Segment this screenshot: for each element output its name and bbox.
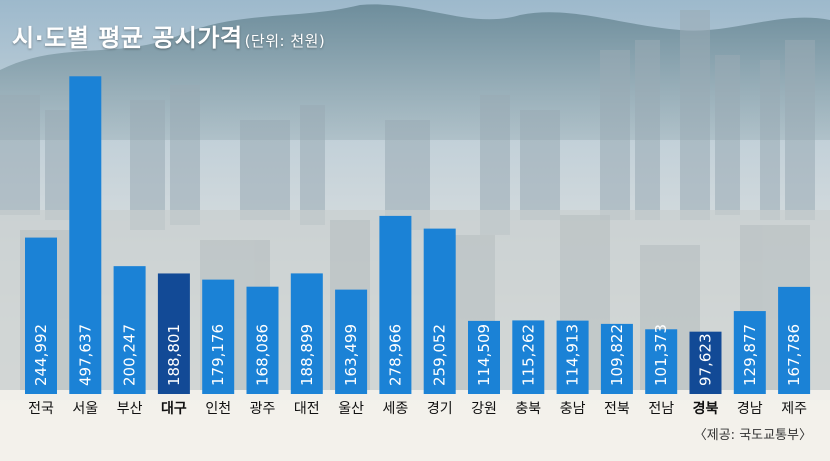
bar-인천 (202, 279, 235, 394)
value-label-충북: 115,262 (519, 324, 537, 386)
category-label-광주: 광주 (250, 401, 276, 417)
category-label-강원: 강원 (471, 401, 497, 417)
value-label-전남: 101,373 (652, 324, 670, 386)
bar-경북 (689, 331, 722, 394)
bar-대구 (157, 273, 190, 394)
bar-충북 (512, 320, 545, 394)
category-label-울산: 울산 (338, 401, 364, 417)
value-label-광주: 168,086 (254, 324, 272, 386)
value-label-전북: 109,822 (608, 324, 626, 386)
bar-세종 (379, 215, 412, 394)
unit-label: (단위: 천원) (244, 32, 326, 50)
bar-울산 (335, 289, 368, 394)
value-label-경남: 129,877 (741, 324, 759, 386)
category-label-세종: 세종 (383, 401, 409, 417)
category-label-제주: 제주 (781, 401, 807, 417)
category-label-서울: 서울 (72, 401, 98, 417)
bar-경남 (733, 311, 766, 394)
category-label-경기: 경기 (427, 401, 453, 417)
value-label-세종: 278,966 (386, 324, 404, 386)
category-label-전남: 전남 (648, 401, 674, 417)
value-label-제주: 167,786 (785, 324, 803, 386)
value-label-경기: 259,052 (431, 324, 449, 386)
category-label-부산: 부산 (117, 401, 143, 417)
source-credit: 〈제공: 국도교통부〉 (693, 428, 812, 443)
value-label-경북: 97,623 (697, 334, 715, 387)
value-label-부산: 200,247 (121, 324, 139, 386)
value-label-인천: 179,176 (209, 324, 227, 386)
category-label-대전: 대전 (294, 401, 320, 417)
category-label-충남: 충남 (560, 401, 586, 417)
bar-광주 (246, 286, 279, 394)
category-label-인천: 인천 (205, 401, 231, 417)
category-label-경북: 경북 (693, 400, 719, 417)
value-label-서울: 497,637 (76, 324, 94, 386)
bar-제주 (778, 286, 811, 394)
value-label-대전: 188,899 (298, 324, 316, 386)
category-label-경남: 경남 (737, 401, 763, 417)
bar-강원 (468, 320, 500, 394)
value-label-강원: 114,509 (475, 324, 493, 386)
value-label-충남: 114,913 (564, 324, 582, 386)
chart-title: 시·도별 평균 공시가격 (단위: 천원) (12, 18, 325, 53)
bar-부산 (113, 266, 146, 394)
value-label-대구: 188,801 (165, 324, 183, 386)
value-label-울산: 163,499 (342, 324, 360, 386)
chart-title-text: 시·도별 평균 공시가격 (12, 24, 243, 52)
category-label-충북: 충북 (515, 401, 541, 417)
bar-충남 (556, 320, 589, 394)
bar-전국 (25, 237, 57, 394)
bar-전남 (645, 329, 678, 394)
bar-서울 (69, 76, 102, 394)
category-label-대구: 대구 (161, 401, 187, 417)
category-label-전국: 전국 (28, 401, 54, 417)
category-label-전북: 전북 (604, 401, 630, 417)
bar-대전 (290, 273, 323, 394)
bar-경기 (423, 228, 456, 394)
bar-전북 (600, 323, 633, 394)
value-label-전국: 244,992 (32, 324, 50, 386)
